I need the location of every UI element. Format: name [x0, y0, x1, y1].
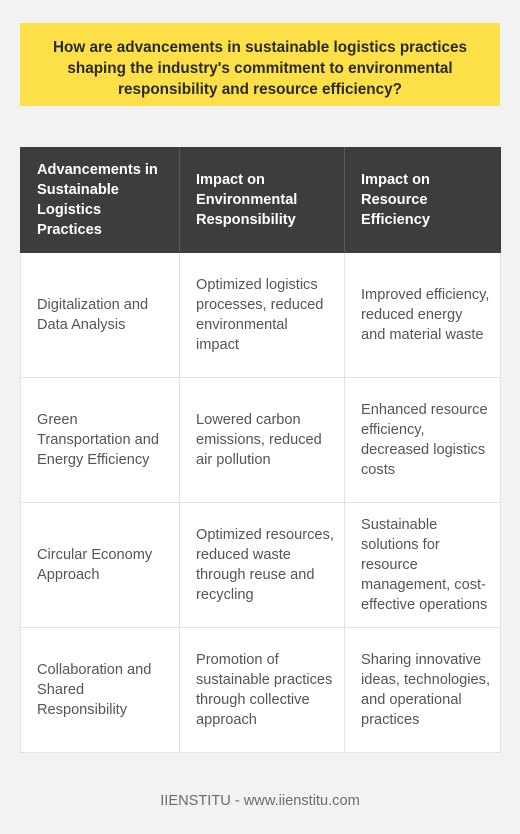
cell-practice: Green Transportation and Energy Efficien… [20, 377, 180, 503]
cell-resource: Sustainable solutions for resource manag… [344, 502, 501, 628]
cell-environmental: Lowered carbon emissions, reduced air po… [179, 377, 345, 503]
header-resource-impact: Impact on Resource Efficiency [344, 147, 501, 253]
table-row: Digitalization and Data Analysis Optimiz… [20, 252, 501, 378]
table-header-row: Advancements in Sustainable Logistics Pr… [20, 147, 501, 253]
cell-resource: Sharing innovative ideas, technologies, … [344, 627, 501, 753]
table-row: Collaboration and Shared Responsibility … [20, 627, 501, 753]
cell-resource: Improved efficiency, reduced energy and … [344, 252, 501, 378]
cell-environmental: Optimized logistics processes, reduced e… [179, 252, 345, 378]
comparison-table: Advancements in Sustainable Logistics Pr… [20, 147, 501, 753]
cell-environmental: Promotion of sustainable practices throu… [179, 627, 345, 753]
table-row: Circular Economy Approach Optimized reso… [20, 502, 501, 628]
cell-practice: Collaboration and Shared Responsibility [20, 627, 180, 753]
header-advancements: Advancements in Sustainable Logistics Pr… [20, 147, 180, 253]
title-banner: How are advancements in sustainable logi… [20, 23, 500, 106]
table-row: Green Transportation and Energy Efficien… [20, 377, 501, 503]
cell-environmental: Optimized resources, reduced waste throu… [179, 502, 345, 628]
page-title: How are advancements in sustainable logi… [52, 39, 468, 98]
footer-credit: IIENSTITU - www.iienstitu.com [160, 793, 360, 809]
cell-practice: Digitalization and Data Analysis [20, 252, 180, 378]
header-environmental-impact: Impact on Environmental Responsibility [179, 147, 345, 253]
cell-practice: Circular Economy Approach [20, 502, 180, 628]
cell-resource: Enhanced resource efficiency, decreased … [344, 377, 501, 503]
